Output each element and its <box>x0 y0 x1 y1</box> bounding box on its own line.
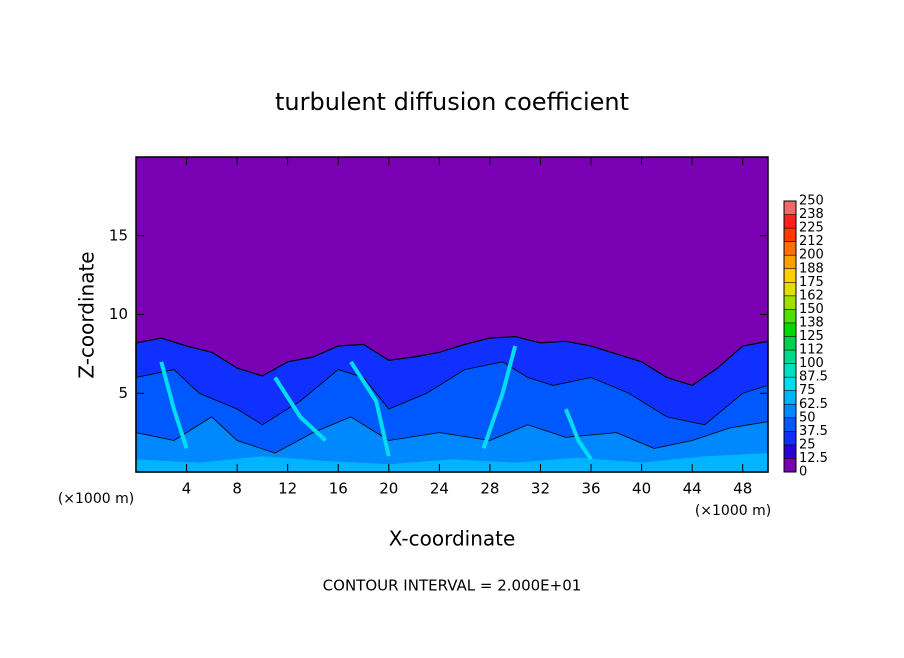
y-unit: (×1000 m) <box>58 491 134 507</box>
colorbar-band <box>784 390 796 405</box>
x-tick-label: 20 <box>379 480 398 498</box>
colorbar-tick-label: 162 <box>799 288 824 303</box>
colorbar-tick-label: 62.5 <box>799 397 828 412</box>
colorbar-tick-label: 200 <box>799 248 824 263</box>
x-tick-label: 24 <box>430 480 449 498</box>
colorbar-tick-label: 12.5 <box>799 451 828 466</box>
x-tick-label: 36 <box>581 480 600 498</box>
colorbar-tick-label: 37.5 <box>799 424 828 439</box>
field-region <box>159 361 189 450</box>
y-axis-label: Z-coordinate <box>75 251 99 378</box>
colorbar-tick-label: 125 <box>799 329 824 344</box>
colorbar-tick-label: 250 <box>799 194 824 209</box>
chart-title: turbulent diffusion coefficient <box>275 88 629 116</box>
colorbar-tick-label: 150 <box>799 302 824 317</box>
x-tick-label: 12 <box>278 480 297 498</box>
field-region <box>481 345 518 450</box>
colorbar-tick-label: 112 <box>799 343 824 358</box>
y-tick-label: 10 <box>109 305 128 323</box>
field-region <box>349 360 391 457</box>
colorbar-tick-label: 175 <box>799 275 824 290</box>
x-tick-label: 8 <box>232 480 242 498</box>
colorbar-tick-label: 138 <box>799 315 824 330</box>
colorbar-tick-label: 87.5 <box>799 370 828 385</box>
colorbar-band <box>784 417 796 432</box>
colorbar-band <box>784 458 796 472</box>
colorbar-tick-label: 238 <box>799 207 824 222</box>
colorbar-band <box>784 309 796 323</box>
colorbar-band <box>784 336 796 351</box>
field-region <box>136 453 768 472</box>
colorbar-band <box>784 350 796 364</box>
x-tick-label: 48 <box>733 480 752 498</box>
y-tick-label: 5 <box>118 384 128 402</box>
colorbar-band <box>784 255 796 269</box>
colorbar-tick-label: 188 <box>799 261 824 276</box>
field-region <box>563 408 593 461</box>
colorbar-band <box>784 228 796 242</box>
x-axis-label: X-coordinate <box>389 527 516 551</box>
colorbar-band <box>784 377 796 391</box>
x-unit: (×1000 m) <box>695 503 771 519</box>
colorbar-band <box>784 444 796 459</box>
colorbar-tick-label: 50 <box>799 410 816 425</box>
colorbar-band <box>784 322 796 337</box>
colorbar-band <box>784 431 796 445</box>
x-tick-label: 44 <box>683 480 702 498</box>
colorbar-band <box>784 214 796 229</box>
x-tick-label: 32 <box>531 480 550 498</box>
x-tick-label: 16 <box>329 480 348 498</box>
field-region <box>135 416 769 473</box>
colorbar-tick-label: 225 <box>799 221 824 236</box>
field-region <box>273 376 327 442</box>
colorbar-tick-label: 75 <box>799 383 816 398</box>
colorbar-band <box>784 363 796 378</box>
colorbar-band <box>784 268 796 283</box>
x-tick-label: 4 <box>182 480 192 498</box>
colorbar-band <box>784 295 796 310</box>
colorbar-band <box>784 282 796 296</box>
x-tick-label: 28 <box>480 480 499 498</box>
x-tick-label: 40 <box>632 480 651 498</box>
colorbar-band <box>784 404 796 418</box>
colorbar-tick-label: 100 <box>799 356 824 371</box>
footnote: CONTOUR INTERVAL = 2.000E+01 <box>323 577 582 595</box>
y-tick-label: 15 <box>109 226 128 244</box>
colorbar-band <box>784 241 796 256</box>
colorbar-tick-label: 25 <box>799 437 816 452</box>
colorbar-tick-label: 212 <box>799 234 824 249</box>
colorbar-band <box>784 201 796 215</box>
colorbar-tick-label: 0 <box>799 465 807 480</box>
